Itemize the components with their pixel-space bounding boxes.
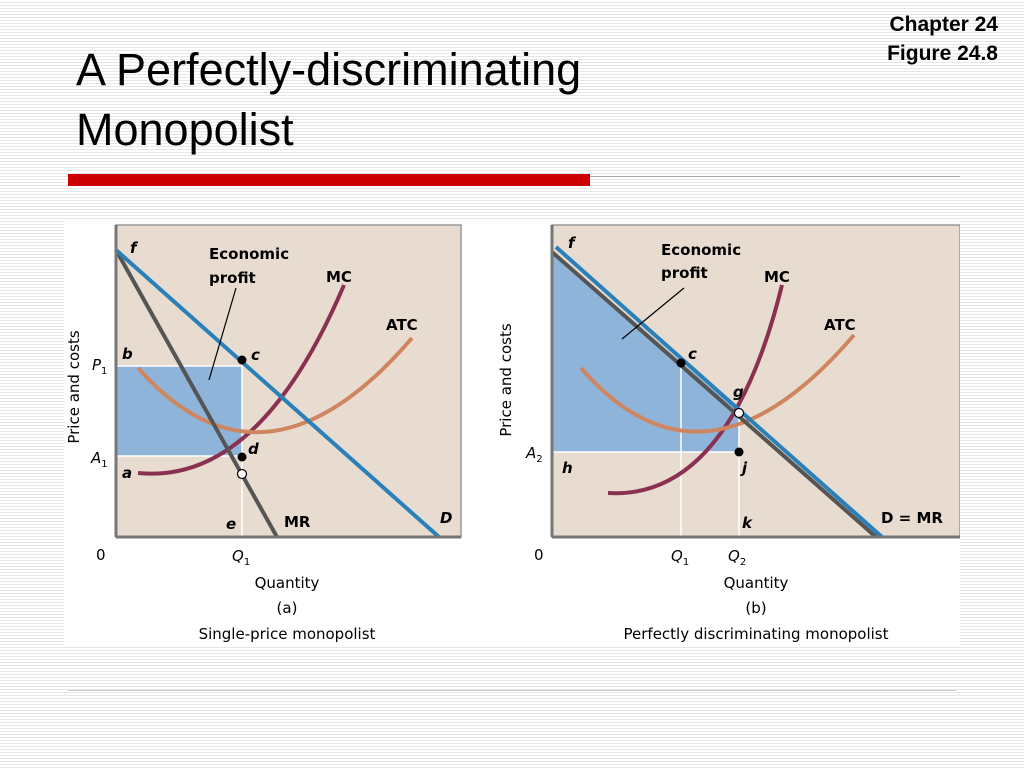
panel-a-point-c	[237, 355, 247, 365]
panel-a-origin: 0	[96, 546, 106, 564]
panel-a-econ-profit-line-2: profit	[209, 269, 256, 287]
panel-a-label-d-demand: D	[440, 509, 452, 527]
slide-title-line-1: A Perfectly-discriminating	[76, 44, 582, 95]
panel-a-label-mr: MR	[284, 513, 311, 531]
panel-a-letter: (a)	[277, 599, 298, 617]
panel-a: f Economic profit MC ATC b c d a e MR D …	[65, 224, 462, 643]
chapter-label: Chapter 24	[889, 13, 998, 36]
panel-b-profit-area	[552, 250, 739, 452]
slide-title-line-2: Monopolist	[76, 104, 294, 155]
panel-a-label-mc: MC	[326, 268, 352, 286]
panel-a-point-e	[236, 468, 248, 480]
panel-a-label-atc: ATC	[386, 316, 418, 334]
panel-a-label-b: b	[122, 345, 133, 363]
panel-b-tick-q1: Q1	[671, 547, 689, 568]
panel-a-tick-a1: A1	[90, 449, 108, 470]
panel-b-point-g	[733, 407, 745, 419]
panel-a-label-d: d	[248, 440, 259, 458]
panel-b-profit-pointer	[621, 287, 685, 340]
figure-label: Figure 24.8	[887, 42, 998, 65]
panel-b-label-mc: MC	[764, 268, 790, 286]
panel-b-label-k: k	[742, 514, 753, 532]
panel-b-atc-curve	[579, 333, 856, 434]
panel-a-x-label: Quantity	[255, 574, 320, 592]
panel-b-label-d-mr: D = MR	[881, 509, 943, 527]
panel-b-demand-line	[554, 245, 884, 539]
panel-a-mr-line	[114, 249, 279, 538]
panel-a-econ-profit-line-1: Economic	[209, 245, 289, 263]
panel-a-label-a: a	[122, 464, 132, 482]
panel-b-label-atc: ATC	[824, 316, 856, 334]
panel-b-tick-a2: A2	[525, 444, 543, 465]
panel-b-label-g: g	[733, 383, 744, 401]
chapter-figure-label: Chapter 24 Figure 24.8	[887, 10, 998, 68]
panel-b-y-label: Price and costs	[497, 323, 515, 436]
panel-b-econ-profit-line-1: Economic	[661, 241, 741, 259]
panel-b-label-f: f	[568, 234, 577, 252]
panel-a-atc-curve	[136, 336, 414, 435]
panel-b-tick-q2: Q2	[728, 547, 746, 568]
panel-a-point-d	[237, 452, 247, 462]
panel-a-label-c: c	[251, 346, 260, 364]
panel-b-label-h: h	[562, 459, 573, 477]
panel-b-mr-line	[550, 250, 878, 539]
panel-a-label-e: e	[226, 515, 236, 533]
figure-24-8: f Economic profit MC ATC b c d a e MR D …	[64, 220, 960, 645]
panel-b-origin: 0	[534, 546, 544, 564]
panel-b-econ-profit-line-2: profit	[661, 264, 708, 282]
panel-b-mc-curve	[607, 284, 784, 496]
panel-b-x-label: Quantity	[724, 574, 789, 592]
panel-b-letter: (b)	[745, 599, 766, 617]
panel-a-tick-q1: Q1	[232, 547, 250, 568]
bottom-rule	[68, 690, 956, 691]
panel-b-label-j: j	[740, 459, 748, 477]
panel-a-tick-p1: P1	[92, 356, 107, 377]
panel-a-y-label: Price and costs	[65, 330, 83, 443]
panel-b-point-c	[676, 358, 686, 368]
panel-b-caption: Perfectly discriminating monopolist	[624, 625, 889, 643]
panel-b: f Economic profit MC ATC c g h j k D = M…	[497, 224, 960, 643]
panel-a-demand-line	[114, 248, 441, 539]
panel-a-profit-pointer	[208, 287, 237, 381]
title-rule-red	[68, 174, 590, 186]
panel-a-label-f: f	[130, 239, 139, 257]
panel-b-point-j	[734, 447, 744, 457]
panel-b-label-c: c	[688, 345, 697, 363]
slide-title: A Perfectly-discriminating Monopolist	[76, 40, 581, 160]
panel-a-caption: Single-price monopolist	[199, 625, 376, 643]
figure-diagram: f Economic profit MC ATC b c d a e MR D …	[65, 224, 960, 643]
title-rule-grey	[590, 176, 960, 177]
